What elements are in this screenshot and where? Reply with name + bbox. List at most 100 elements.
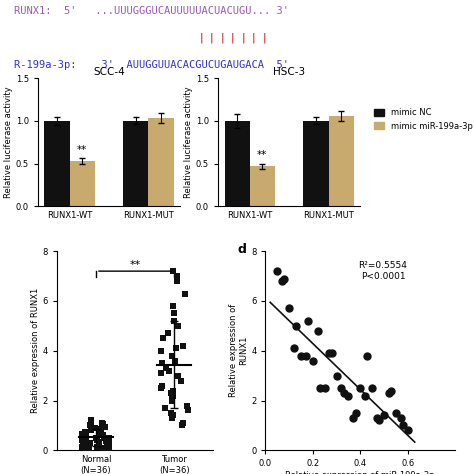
Point [82,428,89,436]
Point [86,422,94,429]
Point [102,437,109,445]
Title: SCC-4: SCC-4 [93,67,125,77]
Point [184,407,192,414]
Point [399,422,407,429]
Point [404,427,411,434]
Point [168,352,176,360]
Point [349,414,357,422]
Point [91,424,99,432]
Text: **: ** [129,260,141,270]
Point [165,367,173,374]
Point [168,409,175,417]
Point [178,422,185,429]
Bar [123,121,148,206]
Point [337,384,345,392]
Point [173,277,181,285]
Point [82,429,90,437]
Point [380,411,388,419]
Point [161,404,169,412]
Y-axis label: Relative expression of RUNX1: Relative expression of RUNX1 [31,288,40,413]
Point [292,322,300,330]
Bar [303,121,328,206]
Point [168,394,176,402]
Point [182,290,189,297]
Point [183,402,191,410]
Point [173,272,181,280]
Text: |: | [220,33,224,44]
Point [171,310,178,317]
Point [94,435,101,443]
Point [314,327,321,335]
Point [160,335,167,342]
Point [285,305,293,312]
Text: |: | [231,33,235,44]
Point [304,317,312,325]
Point [82,433,90,440]
Point [361,392,369,399]
Point [158,359,165,367]
Point [87,427,94,434]
Point [99,445,107,452]
Y-axis label: Relative expression of
RUNX1: Relative expression of RUNX1 [229,304,248,397]
Point [174,322,182,330]
Point [92,435,100,442]
Point [100,434,107,442]
Point [170,317,178,325]
Point [100,431,107,439]
Text: |: | [252,33,255,44]
Point [385,389,392,397]
Point [174,372,182,379]
Bar [70,161,95,206]
Point [273,267,281,275]
X-axis label: Relative expression of miR-199a-3p: Relative expression of miR-199a-3p [285,471,435,474]
Text: **: ** [257,150,267,160]
Point [93,444,101,451]
Point [159,382,166,390]
Point [97,425,105,433]
Bar [250,166,275,206]
Text: RUNX1:  5'   ...UUUGGGUCAUUUUUACUACUGU... 3': RUNX1: 5' ...UUUGGGUCAUUUUUACUACUGU... 3… [14,6,289,16]
Text: |: | [241,33,245,44]
Bar [45,121,70,206]
Point [157,369,164,377]
Point [278,277,286,285]
Point [82,439,90,447]
Point [169,267,176,275]
Point [85,444,93,452]
Point [168,397,176,404]
Text: |: | [262,33,266,44]
Point [387,387,395,394]
Title: HSC-3: HSC-3 [273,67,305,77]
Point [101,423,109,430]
Point [309,357,317,365]
Point [171,357,179,365]
Point [397,414,404,422]
Text: R-199a-3p:    3'  AUUGGUUACACGUCUGAUGACA  5': R-199a-3p: 3' AUUGGUUACACGUCUGAUGACA 5' [14,60,289,70]
Point [96,429,103,437]
Point [173,345,180,352]
Point [177,377,184,384]
Point [157,384,165,392]
Point [326,349,333,357]
Point [105,434,112,442]
Bar [148,118,173,206]
Point [281,275,288,283]
Point [328,349,336,357]
Point [290,345,298,352]
Point [169,411,177,419]
Point [93,436,100,444]
Point [168,414,175,422]
Text: |: | [210,33,214,44]
Point [164,329,172,337]
Point [340,389,347,397]
Point [179,342,187,350]
Point [352,409,359,417]
Point [163,365,170,372]
Point [169,302,177,310]
Point [79,441,87,448]
Point [105,440,113,448]
Point [302,352,310,360]
Legend: mimic NC, mimic miR-199a-3p: mimic NC, mimic miR-199a-3p [374,109,473,131]
Point [356,384,364,392]
Point [158,347,165,355]
